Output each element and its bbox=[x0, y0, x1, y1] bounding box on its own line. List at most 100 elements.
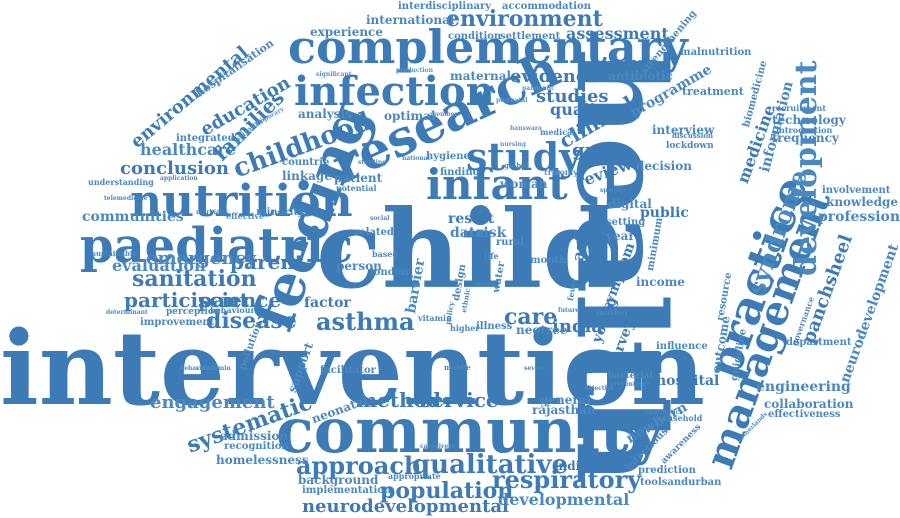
word-vitamin: vitamin bbox=[418, 313, 452, 323]
word-recognition: recognition bbox=[224, 441, 289, 452]
word-specific: specific bbox=[600, 187, 626, 194]
word-participant: participant bbox=[124, 288, 249, 312]
word-communities: communities bbox=[82, 209, 184, 225]
word-nutrition: nutrition bbox=[130, 176, 353, 227]
word-toolsandurban: toolsandurban bbox=[640, 477, 722, 488]
word-complementary: complementary bbox=[288, 20, 688, 74]
word-interdisciplinary: interdisciplinary bbox=[398, 1, 492, 12]
word-national: national bbox=[402, 155, 430, 162]
word-related: related bbox=[354, 227, 394, 238]
word-homelessness: homelessness bbox=[216, 453, 309, 467]
word-hospital: hospital bbox=[656, 373, 720, 389]
word-decision: decision bbox=[636, 159, 692, 173]
word-parent: parent bbox=[230, 250, 304, 274]
word-global: global bbox=[504, 161, 529, 170]
word-neotree: neotree bbox=[516, 323, 568, 337]
word-development: development bbox=[789, 60, 824, 276]
word-knowledge: knowledge bbox=[826, 195, 898, 209]
word-significant: significant bbox=[316, 71, 352, 78]
word-morbidity: morbidity bbox=[196, 209, 229, 216]
word-application: application bbox=[160, 175, 198, 182]
word-data: data bbox=[450, 225, 485, 241]
word-factor: factor bbox=[304, 295, 351, 311]
word-informatics: informatics bbox=[644, 409, 683, 416]
word-digital: digital bbox=[608, 197, 652, 211]
word-discussion: discussion bbox=[672, 131, 714, 140]
word-admission: admission bbox=[220, 429, 289, 443]
word-future: future bbox=[558, 307, 580, 314]
word-department: department bbox=[786, 337, 852, 348]
word-accommodation: accommodation bbox=[502, 1, 591, 12]
word-qualitative: qualitative bbox=[412, 450, 569, 480]
word-science: science bbox=[198, 288, 282, 312]
word-conclusion: conclusion bbox=[120, 158, 230, 179]
word-recruitment: recruitment bbox=[772, 103, 827, 113]
word-production: production bbox=[396, 67, 433, 74]
word-service: service bbox=[420, 388, 499, 412]
word-countrie: countrie bbox=[282, 157, 330, 168]
word-mother: mother bbox=[596, 307, 629, 317]
word-integrated: integrated bbox=[176, 133, 235, 144]
word-illness: illness bbox=[476, 321, 513, 332]
word-based: based bbox=[372, 249, 398, 259]
word-cobalamin: cobalamin bbox=[196, 365, 231, 372]
word-influence: influence bbox=[656, 341, 708, 352]
word-intervention: intervention bbox=[0, 309, 706, 429]
word-behaviour: behaviour bbox=[210, 305, 255, 315]
word-studies: studies bbox=[536, 86, 609, 107]
word-optimal: optimal bbox=[384, 109, 436, 123]
word-child: child bbox=[316, 187, 618, 313]
word-disease: disease bbox=[206, 308, 297, 334]
word-group: group bbox=[572, 140, 632, 161]
word-frequency: frequency bbox=[772, 131, 839, 145]
word-implementation: implementation bbox=[302, 485, 392, 496]
word-setting: setting bbox=[606, 217, 646, 228]
word-mobile: mobile bbox=[444, 363, 471, 372]
word-result: result bbox=[448, 211, 495, 227]
word-experience: experience bbox=[310, 25, 383, 39]
word-life: life bbox=[484, 251, 499, 261]
word-antibiotic: antibiotic bbox=[608, 69, 673, 83]
word-facilitator: facilitator bbox=[320, 365, 376, 376]
word-quality: quality bbox=[550, 100, 613, 119]
word-minority: minority bbox=[256, 207, 304, 218]
word-household: household bbox=[656, 413, 703, 423]
word-assessment: assessment bbox=[566, 24, 669, 43]
word-infection: infection bbox=[294, 68, 495, 115]
word-member: member bbox=[430, 111, 458, 118]
word-improvement: improvement bbox=[140, 317, 215, 328]
word-infant: infant bbox=[426, 160, 568, 209]
word-effective: effective bbox=[226, 211, 265, 221]
word-community: community bbox=[276, 394, 665, 467]
word-person: person bbox=[336, 259, 382, 273]
word-background: background bbox=[298, 473, 379, 487]
word-evidence: evidence bbox=[510, 66, 599, 87]
word-interview: interview bbox=[652, 123, 715, 137]
word-stunting: stunting bbox=[358, 159, 387, 166]
word-neurodevelopmental: neurodevelopmental bbox=[302, 496, 509, 517]
word-objective: objective bbox=[584, 385, 615, 392]
word-understanding: understanding bbox=[88, 177, 154, 187]
word-nursing: nursing bbox=[500, 141, 527, 148]
word-settlement: settlement bbox=[500, 31, 561, 42]
word-postnatal: postnatal bbox=[496, 97, 528, 104]
word-appropriate: appropriate bbox=[388, 471, 441, 481]
word-engineering: engineering bbox=[756, 379, 851, 395]
word-level: level bbox=[476, 279, 495, 288]
word-banswara: banswara bbox=[510, 125, 542, 132]
word-month: month bbox=[530, 255, 567, 266]
word-collaboration: collaboration bbox=[764, 397, 854, 411]
word-income: income bbox=[636, 275, 685, 289]
word-analysis: analysis bbox=[298, 107, 352, 121]
word-patient: patient bbox=[334, 171, 383, 185]
word-india: india bbox=[552, 316, 604, 337]
word-risk: risk bbox=[476, 225, 507, 241]
word-engagement: engagement bbox=[150, 392, 275, 413]
word-professional: professional bbox=[818, 209, 900, 225]
word-treatment: treatment bbox=[682, 85, 744, 98]
word-trisomy: trisomy bbox=[544, 167, 578, 177]
word-severe: severe bbox=[524, 365, 546, 372]
word-london: london bbox=[370, 267, 409, 278]
word-linkage: linkage bbox=[282, 169, 332, 183]
word-paediatric: paediatric bbox=[80, 218, 354, 274]
